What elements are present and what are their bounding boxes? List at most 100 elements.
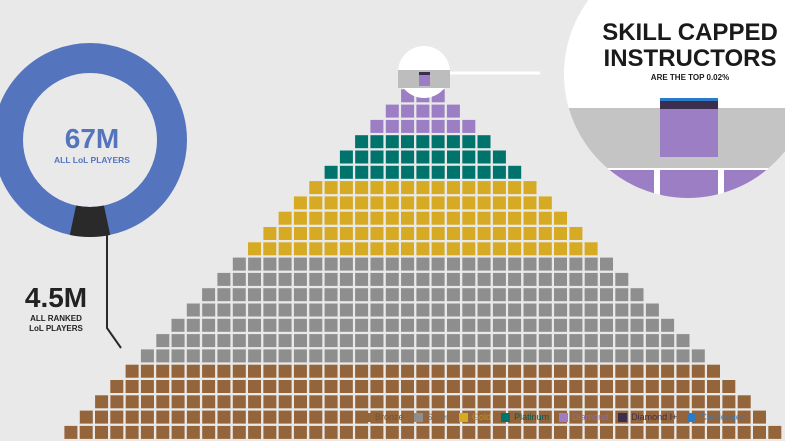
legend-item-diamond: Diamond bbox=[559, 412, 608, 422]
pyramid-tile-silver bbox=[186, 303, 200, 317]
pyramid-tile-bronze bbox=[584, 410, 598, 424]
pyramid-tile-bronze bbox=[431, 380, 445, 393]
pyramid-tile-bronze bbox=[293, 364, 307, 378]
pyramid-tile-platinum bbox=[339, 150, 353, 164]
pyramid-tile-gold bbox=[554, 242, 567, 256]
pyramid-tile-gold bbox=[431, 196, 445, 210]
pyramid-tile-silver bbox=[446, 349, 460, 363]
pyramid-tile-silver bbox=[462, 288, 476, 302]
pyramid-tile-bronze bbox=[202, 425, 216, 439]
legend-item-gold: Gold bbox=[459, 412, 491, 422]
pyramid-tile-bronze bbox=[339, 410, 353, 424]
pyramid-tile-gold bbox=[569, 227, 583, 240]
pyramid-tile-bronze bbox=[202, 380, 216, 393]
pyramid-tile-bronze bbox=[523, 425, 537, 439]
pyramid-tile-platinum bbox=[431, 150, 445, 164]
pyramid-tile-bronze bbox=[278, 410, 292, 424]
pyramid-tile-bronze bbox=[691, 425, 705, 439]
pyramid-tile-bronze bbox=[385, 380, 399, 393]
pyramid-tile-bronze bbox=[95, 395, 109, 409]
pyramid-tile-bronze bbox=[645, 425, 659, 439]
pyramid-tile-silver bbox=[324, 272, 338, 286]
instructors-title-1: SKILL CAPPED bbox=[602, 19, 778, 46]
pyramid-tile-silver bbox=[492, 303, 506, 317]
pyramid-tile-bronze bbox=[477, 425, 491, 439]
pyramid-tile-diamond bbox=[401, 119, 415, 133]
pyramid-tile-bronze bbox=[156, 380, 170, 393]
pyramid-tile-silver bbox=[171, 334, 185, 348]
pyramid-tile-silver bbox=[569, 349, 583, 363]
pyramid-tile-silver bbox=[324, 349, 338, 363]
pyramid-tile-platinum bbox=[416, 165, 430, 179]
pyramid-tile-bronze bbox=[248, 380, 261, 393]
pyramid-tile-silver bbox=[217, 334, 231, 348]
pyramid-tile-bronze bbox=[416, 380, 430, 393]
pyramid-tile-silver bbox=[569, 288, 583, 302]
pyramid-tile-bronze bbox=[202, 410, 216, 424]
pyramid-tile-platinum bbox=[492, 150, 506, 164]
pyramid-tile-silver bbox=[462, 257, 476, 271]
pyramid-tile-bronze bbox=[278, 395, 292, 409]
pyramid-tile-silver bbox=[186, 349, 200, 363]
pyramid-tile-silver bbox=[492, 334, 506, 348]
pyramid-tile-gold bbox=[492, 196, 506, 210]
pyramid-tile-bronze bbox=[309, 395, 323, 409]
pyramid-tile-silver bbox=[156, 334, 170, 348]
pyramid-tile-bronze bbox=[156, 364, 170, 378]
pyramid-tile-silver bbox=[523, 318, 537, 332]
pyramid-tile-bronze bbox=[385, 364, 399, 378]
pyramid-tile-gold bbox=[355, 211, 369, 225]
pyramid-tile-silver bbox=[600, 334, 613, 348]
pyramid-tile-bronze bbox=[508, 364, 522, 378]
pyramid-tile-bronze bbox=[309, 380, 323, 393]
total-players-number: 67M bbox=[65, 123, 119, 154]
pyramid-tile-silver bbox=[477, 303, 491, 317]
pyramid-tile-silver bbox=[431, 272, 445, 286]
apex-magnifier bbox=[398, 46, 540, 98]
pyramid-tile-silver bbox=[278, 257, 292, 271]
pyramid-tile-silver bbox=[278, 288, 292, 302]
pyramid-tile-gold bbox=[401, 242, 414, 256]
pyramid-tile-platinum bbox=[355, 165, 369, 179]
pyramid-tile-platinum bbox=[477, 165, 491, 179]
pyramid-tile-bronze bbox=[676, 364, 690, 378]
pyramid-tile-bronze bbox=[110, 425, 124, 439]
pyramid-tile-platinum bbox=[370, 150, 384, 164]
pyramid-tile-bronze bbox=[737, 425, 751, 439]
pyramid-tile-silver bbox=[615, 288, 629, 302]
pyramid-tile-bronze bbox=[309, 364, 323, 378]
pyramid-tile-silver bbox=[584, 334, 598, 348]
pyramid-tile-gold bbox=[538, 242, 552, 256]
pyramid-tile-silver bbox=[232, 272, 246, 286]
pyramid-tile-silver bbox=[431, 303, 445, 317]
pyramid-tile-bronze bbox=[263, 364, 277, 378]
pyramid-tile-bronze bbox=[661, 380, 675, 393]
ranked-players-label: 4.5M ALL RANKED LoL PLAYERS bbox=[25, 282, 87, 333]
pyramid-tile-platinum bbox=[401, 150, 415, 164]
pyramid-tile-gold bbox=[248, 242, 261, 256]
pyramid-tile-bronze bbox=[232, 425, 246, 439]
pyramid-tile-silver bbox=[431, 318, 445, 332]
pyramid-tile-silver bbox=[232, 257, 246, 271]
pyramid-tile-gold bbox=[492, 211, 506, 225]
pyramid-tile-silver bbox=[339, 303, 353, 317]
legend-item-platinum: Platinum bbox=[501, 412, 549, 422]
pyramid-tile-bronze bbox=[569, 395, 583, 409]
pyramid-tile-bronze bbox=[645, 395, 659, 409]
pyramid-tile-silver bbox=[278, 318, 292, 332]
pyramid-tile-silver bbox=[569, 272, 583, 286]
pyramid-tile-bronze bbox=[600, 364, 613, 378]
pyramid-tile-bronze bbox=[523, 364, 537, 378]
pyramid-tile-bronze bbox=[554, 425, 567, 439]
pyramid-tile-gold bbox=[355, 196, 369, 210]
pyramid-tile-bronze bbox=[125, 380, 139, 393]
pyramid-tile-platinum bbox=[431, 165, 445, 179]
pyramid-tile-gold bbox=[431, 227, 445, 240]
pyramid-tile-bronze bbox=[401, 395, 415, 409]
pyramid-tile-silver bbox=[615, 349, 629, 363]
pyramid-tile-silver bbox=[492, 318, 506, 332]
pyramid-tile-silver bbox=[447, 303, 460, 317]
pyramid-tile-bronze bbox=[110, 410, 124, 424]
pyramid-tile-silver bbox=[232, 303, 246, 317]
pyramid-tile-gold bbox=[462, 211, 476, 225]
